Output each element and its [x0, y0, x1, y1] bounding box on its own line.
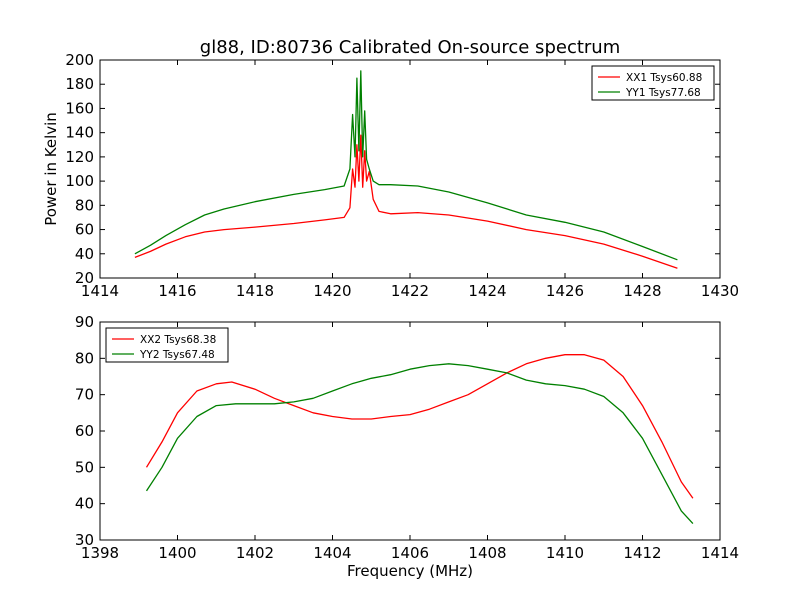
legend: XX2 Tsys68.38 YY2 Tsys67.48	[105, 327, 229, 363]
x-axis-label: Frequency (MHz)	[347, 562, 473, 580]
y-tick-label: 40	[75, 245, 94, 263]
y-tick-label: 180	[65, 75, 94, 93]
series-lines	[145, 354, 694, 525]
x-tick-label: 1410	[546, 544, 584, 562]
figure-title: gl88, ID:80736 Calibrated On-source spec…	[200, 37, 620, 58]
x-tick-label: 1400	[158, 544, 196, 562]
legend-label: XX1 Tsys60.88	[626, 72, 702, 84]
y-tick-label: 60	[75, 422, 94, 440]
y-tick-label: 200	[65, 51, 94, 69]
legend-box	[105, 327, 229, 363]
legend-label: XX2 Tsys68.38	[140, 334, 216, 346]
plots-container: 1414 1416 1418 1420 1422 1424 1426 1428 1430 20 40…	[42, 51, 739, 580]
x-tick-label: 1404	[313, 544, 351, 562]
legend-label: YY1 Tsys77.68	[625, 87, 701, 99]
series-line-2	[134, 70, 678, 261]
y-tick-label: 90	[75, 313, 94, 331]
legend-label: YY2 Tsys67.48	[139, 349, 215, 361]
y-tick-label: 160	[65, 99, 94, 117]
x-tick-label: 1402	[236, 544, 274, 562]
y-tick-label: 50	[75, 458, 94, 476]
series-line-2	[145, 363, 694, 525]
series-line-1	[145, 354, 694, 499]
x-tick-label: 1408	[468, 544, 506, 562]
x-tick-label: 1424	[468, 282, 506, 300]
y-tick-label: 140	[65, 124, 94, 142]
y-axis-label: Power in Kelvin	[42, 112, 60, 226]
y-tick-label: 70	[75, 386, 94, 404]
x-tick-label: 1428	[623, 282, 661, 300]
legend: XX1 Tsys60.88 YY1 Tsys77.68	[591, 65, 715, 101]
y-tick-label: 80	[75, 349, 94, 367]
x-tick-label: 1398	[81, 544, 119, 562]
y-tick-label: 40	[75, 495, 94, 513]
x-tick-label: 1414	[81, 282, 119, 300]
y-tick-label: 60	[75, 221, 94, 239]
y-tick-label: 30	[75, 531, 94, 549]
y-tick-label: 80	[75, 196, 94, 214]
y-tick-label: 20	[75, 269, 94, 287]
x-tick-label: 1412	[623, 544, 661, 562]
series-lines	[134, 70, 678, 269]
series-line-1	[134, 134, 678, 269]
subplot-2: 1398 1400 1402 1404 1406 1408 1410 1412 1414 30 40…	[75, 313, 739, 580]
x-tick-label: 1420	[313, 282, 351, 300]
y-tick-label: 120	[65, 148, 94, 166]
x-tick-label: 1422	[391, 282, 429, 300]
y-tick-label: 100	[65, 172, 94, 190]
subplot-1: 1414 1416 1418 1420 1422 1424 1426 1428 1430 20 40…	[42, 51, 739, 300]
legend-box	[591, 65, 715, 101]
x-tick-label: 1414	[701, 544, 739, 562]
x-tick-label: 1426	[546, 282, 584, 300]
x-tick-label: 1406	[391, 544, 429, 562]
x-tick-label: 1416	[158, 282, 196, 300]
x-tick-label: 1430	[701, 282, 739, 300]
x-tick-label: 1418	[236, 282, 274, 300]
